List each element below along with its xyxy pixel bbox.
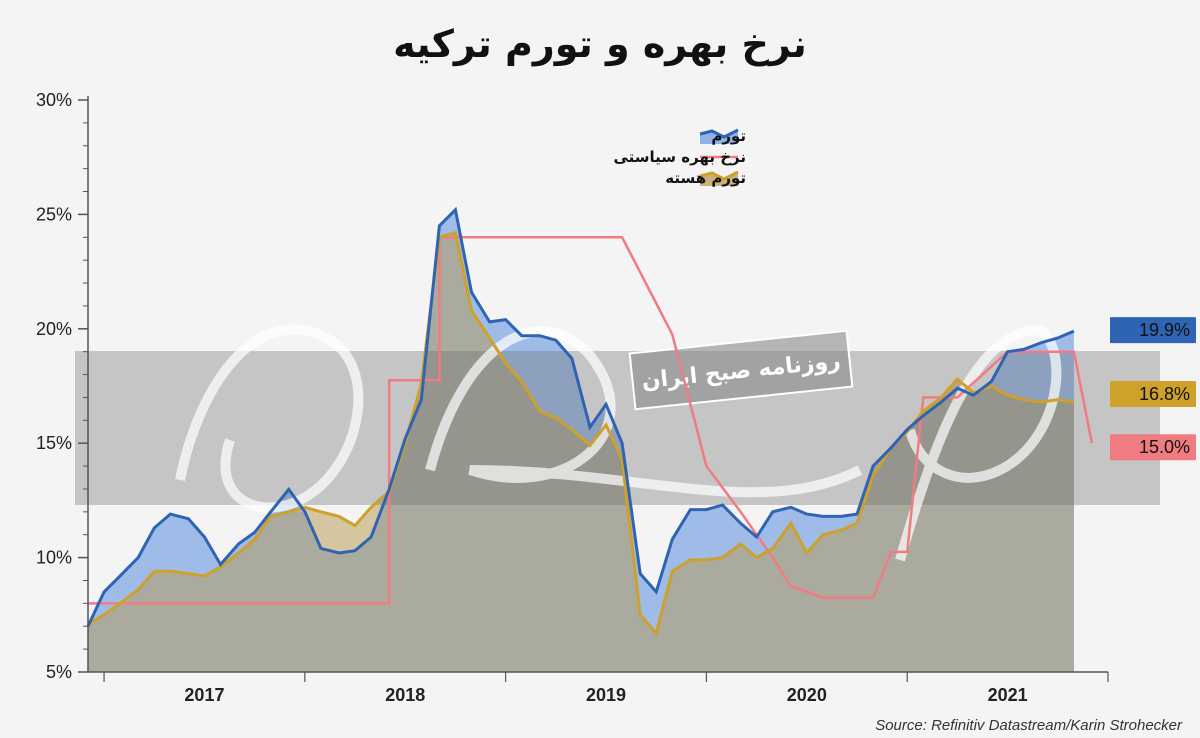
watermark-logo-stroke [895, 324, 1062, 562]
end-labels: 19.9% 16.8% 15.0% [1110, 317, 1196, 461]
watermark-logo-stroke [425, 326, 863, 498]
legend-label: تورم [711, 127, 746, 145]
y-tick-label: 20% [36, 319, 72, 339]
legend-swatch-fill [700, 172, 738, 186]
y-tick-label: 25% [36, 204, 72, 224]
source-note: Source: Refinitiv Datastream/Karin Stroh… [875, 717, 1182, 734]
y-tick-label: 15% [36, 433, 72, 453]
x-tick-label: 2021 [988, 685, 1028, 705]
y-tick-label: 5% [46, 662, 72, 682]
end-label-text: 19.9% [1139, 320, 1190, 340]
area-layer [88, 209, 1074, 673]
chart-title: نرخ بهره و تورم ترکیه [393, 22, 807, 66]
legend-label: نرخ بهره سیاستی [614, 148, 747, 166]
x-tick-label: 2017 [184, 685, 224, 705]
end-label-text: 16.8% [1139, 384, 1190, 404]
end-label-text: 15.0% [1139, 437, 1190, 457]
y-tick-label: 10% [36, 548, 72, 568]
legend-swatch-fill [700, 130, 738, 144]
y-tick-label: 30% [36, 90, 72, 110]
policy-rate-line [88, 236, 1094, 605]
axes: 5% 10% 15% 20% 25% 30% 2017 2018 2019 2020 2021 [36, 90, 1109, 705]
overlap-area [88, 232, 1074, 672]
legend-swatch-line [699, 128, 739, 139]
end-label-box [1110, 434, 1196, 461]
x-tick-label: 2019 [586, 685, 626, 705]
x-tick-label: 2018 [385, 685, 425, 705]
line-layer [86, 206, 1094, 637]
legend: تورم نرخ بهره سیاستی تورم هسته [614, 127, 747, 187]
x-tick-label: 2020 [787, 685, 827, 705]
inflation-line [86, 206, 1075, 627]
end-label-box [1110, 317, 1196, 344]
legend-label: تورم هسته [665, 169, 746, 187]
end-label-box [1110, 381, 1196, 408]
watermark-logo-stroke [175, 324, 364, 513]
legend-swatch-line [699, 170, 739, 181]
